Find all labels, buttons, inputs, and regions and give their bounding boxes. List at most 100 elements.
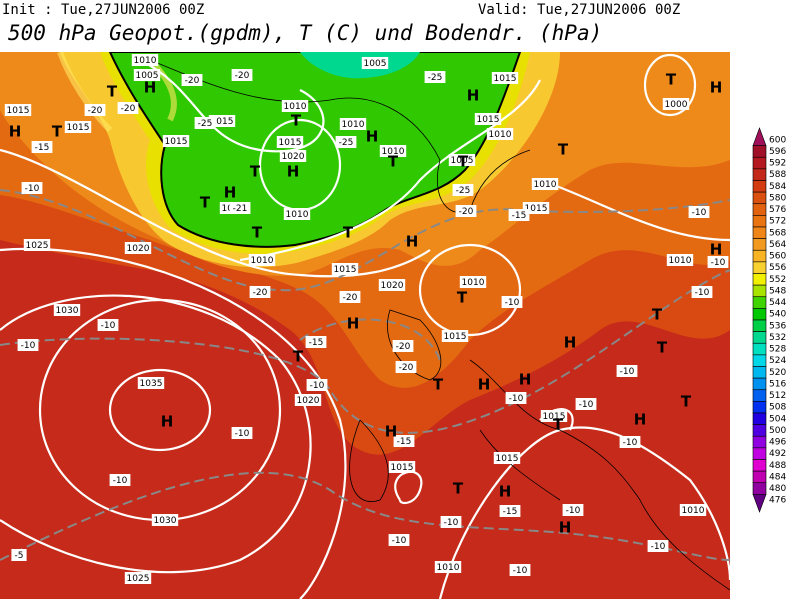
colorbar-label: 512 (769, 391, 786, 401)
isobar-label-box (23, 239, 51, 251)
isobar-label: 1015 (444, 332, 467, 342)
isobar-label: 1020 (297, 396, 320, 406)
isobars (0, 53, 730, 599)
isobar-label-box (279, 150, 307, 162)
pressure-center: H (467, 87, 480, 105)
pressure-center: H (385, 423, 398, 441)
pressure-center: T (107, 83, 118, 101)
isotherm-label: -21 (233, 204, 248, 214)
colorbar-swatch (752, 447, 767, 460)
isobar-label-box (339, 118, 367, 130)
isotherm-label-box (424, 71, 446, 83)
colorbar-swatch (752, 168, 767, 181)
isobar-label-box (151, 514, 179, 526)
colorbar-label: 564 (769, 240, 786, 250)
isobar-label: 1015 (7, 106, 30, 116)
isotherm-label: -10 (695, 288, 710, 298)
isobar-label-box (679, 504, 707, 516)
isotherm-label: -25 (198, 119, 213, 129)
isobar-label: 1015 (494, 74, 517, 84)
colorbar-label: 536 (769, 321, 786, 331)
isobar-label-box (448, 154, 476, 166)
isobar-label-box (124, 242, 152, 254)
isotherm-label: -15 (503, 507, 518, 517)
isobar-label: 1005 (364, 59, 387, 69)
isotherm-label: -25 (456, 186, 471, 196)
isotherm-label: -10 (711, 258, 726, 268)
colorbar-label: 552 (769, 275, 786, 285)
isobar-label-box (131, 54, 159, 66)
colorbar-swatch (752, 180, 767, 193)
isobar-label-box (276, 136, 304, 148)
isobar-label: 1035 (140, 379, 163, 389)
isobar-label: 1020 (282, 152, 305, 162)
isobar-label: 1010 (342, 120, 365, 130)
colorbar-swatch (752, 366, 767, 379)
pressure-center: T (558, 141, 569, 159)
isobar-label: 1010 (489, 130, 512, 140)
isotherm-label: -20 (459, 207, 474, 217)
isobar-label: 1005 (451, 156, 474, 166)
isotherm-label: -20 (88, 106, 103, 116)
colorbar-swatch (752, 342, 767, 356)
valid-time: Valid: Tue,27JUN2006 00Z (478, 2, 680, 18)
isotherm-label: -20 (396, 342, 411, 352)
pressure-center: H (559, 519, 572, 537)
colorbar-label: 528 (769, 345, 786, 355)
isotherm-label-box (562, 504, 584, 516)
isobar-label: 1010 (134, 56, 157, 66)
colorbar-swatch (752, 435, 767, 449)
isobar-label: 1010 (462, 278, 485, 288)
pressure-center: H (287, 163, 300, 181)
colorbar-label: 540 (769, 310, 786, 320)
colorbar-label: 584 (769, 182, 786, 192)
isobar-label-box (662, 98, 690, 110)
isotherm-label-box (97, 319, 119, 331)
colorbar-label: 516 (769, 379, 786, 389)
isotherm-label-box (452, 184, 474, 196)
colorbar-label: 500 (769, 426, 786, 436)
colorbar-label: 504 (769, 414, 786, 424)
colorbar-swatch (752, 377, 767, 391)
isotherm-label-box (393, 435, 415, 447)
colorbar-label: 588 (769, 170, 786, 180)
colorbar-swatch (752, 215, 767, 228)
pressure-center: T (388, 153, 399, 171)
isotherm-label: -15 (35, 143, 50, 153)
colorbar-label: 544 (769, 298, 786, 308)
isobar-label: 1015 (67, 123, 90, 133)
colorbar-swatch (752, 249, 767, 263)
isobar-label-box (474, 113, 502, 125)
isobar-label: 1015 (279, 138, 302, 148)
colorbar-swatch (752, 354, 767, 367)
isobar-label-box (459, 276, 487, 288)
colorbar-swatch (752, 127, 767, 146)
isobar-label-box (486, 128, 514, 140)
colorbar-label: 572 (769, 217, 786, 227)
isobar-label: 1030 (154, 516, 177, 526)
isobar-label: 1025 (127, 574, 150, 584)
isobar-label: 1010 (286, 210, 309, 220)
isobar-label: 1010 (669, 256, 692, 266)
isobar-label: 1010 (284, 102, 307, 112)
isotherm-label: -5 (15, 551, 24, 561)
isotherm-label: -10 (505, 298, 520, 308)
pressure-center: H (366, 128, 379, 146)
colorbar-label: 476 (769, 496, 786, 506)
pressure-center: T (200, 194, 211, 212)
colorbar-swatch (752, 226, 767, 239)
isotherm-label-box (17, 339, 39, 351)
pressure-center: T (458, 153, 469, 171)
colorbar-swatch (752, 319, 767, 332)
pressure-center: T (52, 123, 63, 141)
pressure-center: T (343, 224, 354, 242)
map: 1010 1005 1005 1015 1015 1015 1015 1010 1010 1015… (0, 52, 730, 599)
isotherm-label: -10 (21, 341, 36, 351)
init-time: Init : Tue,27JUN2006 00Z (2, 2, 204, 18)
colorbar-swatch (752, 308, 767, 321)
isotherm-label: -20 (235, 71, 250, 81)
isotherm-label: -20 (343, 293, 358, 303)
isobar-label: 1010 (437, 563, 460, 573)
isotherm-label-box (509, 564, 531, 576)
